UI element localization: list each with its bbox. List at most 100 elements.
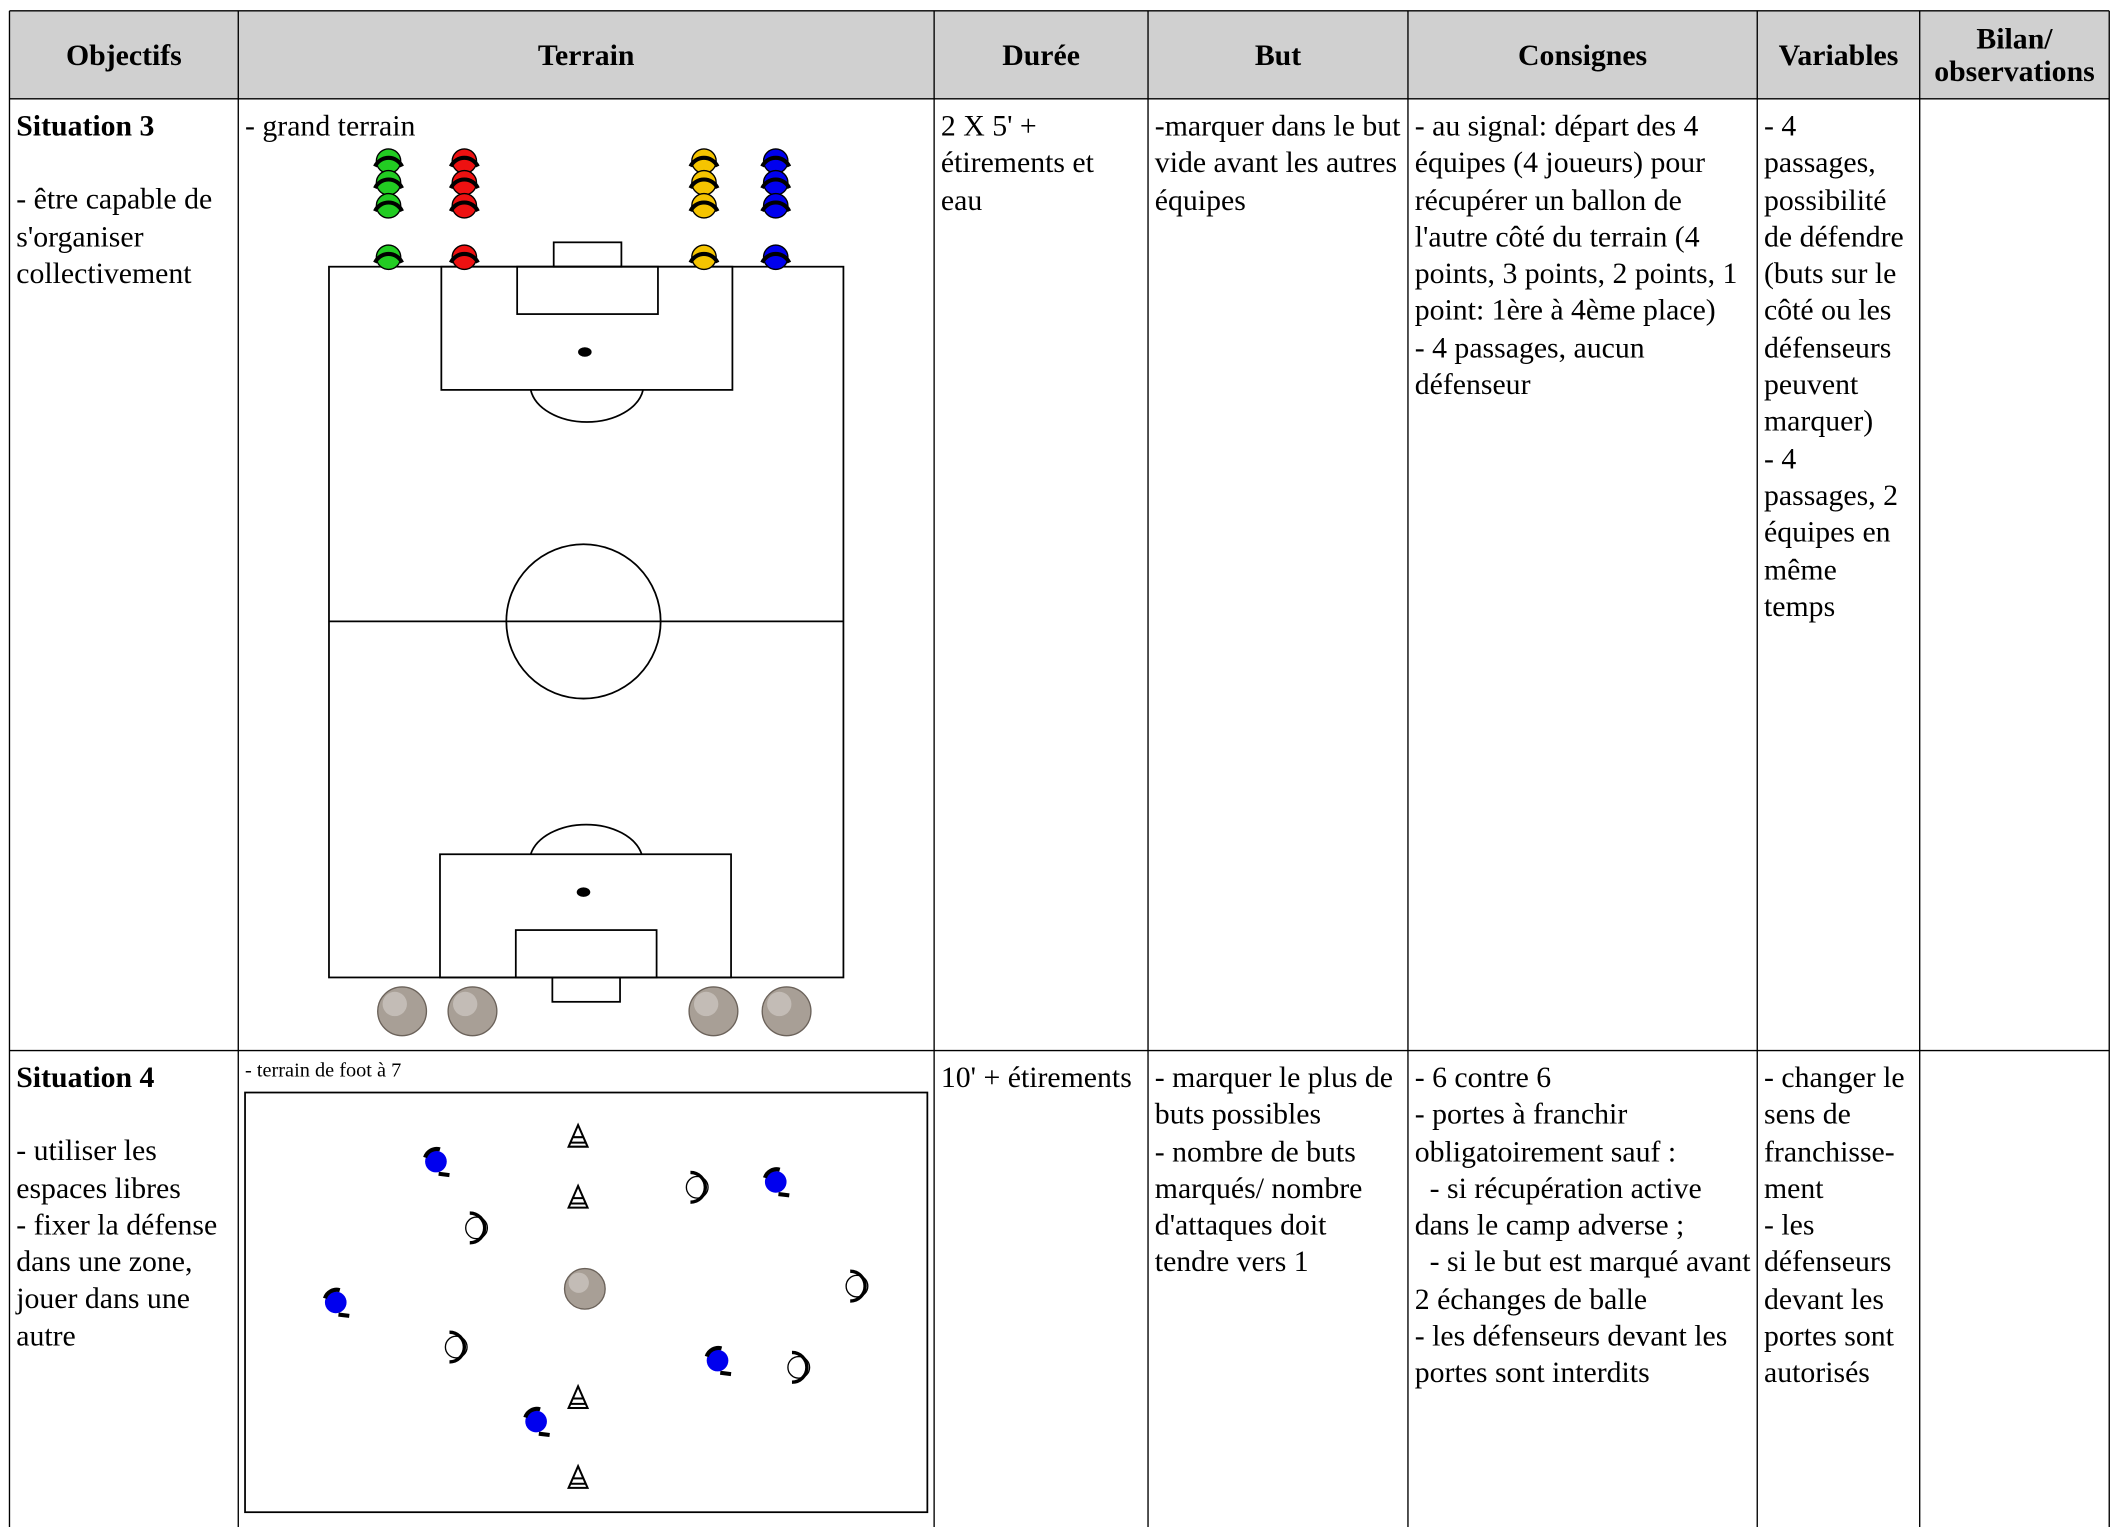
but-cell: -marquer dans le but vide avant les autr… — [1155, 107, 1403, 218]
defender-icon — [444, 1330, 468, 1364]
player-outline — [448, 200, 480, 213]
ball-icon — [563, 1267, 606, 1310]
defender-outline — [690, 1170, 707, 1204]
small-pitch — [244, 1091, 929, 1514]
ball-highlight — [693, 991, 719, 1017]
penalty-spot — [578, 347, 592, 357]
attacker-icon — [523, 1406, 550, 1438]
player-outline — [760, 177, 792, 190]
defender-icon — [685, 1170, 709, 1204]
consignes-line: - au signal: départ des 4 équipes (4 jou… — [1414, 108, 1745, 327]
situation-title: Situation 4 — [16, 1060, 155, 1094]
objective-line: - fixer la défense dans une zone, jouer … — [16, 1207, 225, 1353]
player-outline — [760, 155, 792, 168]
defender-icon — [787, 1350, 811, 1384]
player-outline — [448, 177, 480, 190]
variables-line: - changer le sens de franchisse-ment — [1764, 1060, 1913, 1205]
player-icon — [373, 244, 404, 271]
terrain-label: - terrain de foot à 7 — [245, 1060, 402, 1082]
defender-outline — [791, 1350, 809, 1384]
consignes-line: - 6 contre 6 — [1414, 1060, 1552, 1094]
player-icon — [373, 192, 404, 219]
objectives-cell: Situation 4 - utiliser les espaces libres… — [16, 1059, 233, 1354]
player-icon — [688, 192, 720, 219]
player-outline — [373, 177, 404, 190]
column-header: Terrain — [537, 37, 635, 72]
defender-outline — [850, 1269, 867, 1303]
player-icon — [373, 169, 404, 196]
consignes-cell: - au signal: départ des 4 équipes (4 jou… — [1415, 107, 1752, 403]
attacker-icon — [704, 1345, 732, 1377]
attacker-icon — [322, 1287, 350, 1318]
player-icon — [760, 169, 792, 196]
but-cell: - marquer le plus de buts possibles - nom… — [1155, 1059, 1403, 1281]
terrain-cell: - terrain de foot à 7 — [245, 1059, 929, 1083]
ball-icon — [688, 986, 739, 1037]
ball-icon — [377, 986, 428, 1037]
player-icon — [760, 192, 792, 219]
attacker-outline — [423, 1146, 450, 1178]
ball-icon — [761, 986, 812, 1037]
ball-icon — [447, 986, 498, 1037]
penalty-spot — [576, 887, 591, 897]
duree-cell: 10' + étirements — [941, 1059, 1143, 1096]
variables-line: - 4 passages, 2 équipes en même temps — [1764, 440, 1906, 623]
defender-outline — [469, 1211, 487, 1245]
column-header: Bilan/ observations — [1934, 20, 2095, 88]
column-header: Variables — [1778, 37, 1899, 72]
player-icon — [688, 169, 720, 196]
player-outline — [688, 252, 720, 264]
objectives-cell: Situation 3 - être capable de s'organiser… — [16, 107, 233, 291]
player-icon — [448, 192, 480, 219]
variables-line: - les défenseurs devant les portes sont … — [1764, 1207, 1902, 1390]
but-line: - marquer le plus de buts possibles — [1154, 1060, 1401, 1131]
but-line: -marquer dans le but vide avant les autr… — [1154, 108, 1408, 217]
objective-line: - utiliser les espaces libres — [16, 1133, 181, 1205]
player-icon — [373, 148, 404, 174]
consignes-line: - les défenseurs devant les portes sont … — [1414, 1318, 1735, 1390]
ball-highlight — [452, 991, 478, 1017]
attacker-outline — [704, 1345, 732, 1377]
player-outline — [688, 200, 720, 213]
player-outline — [760, 252, 792, 264]
attacker-body — [525, 1410, 547, 1433]
ball-highlight — [568, 1272, 589, 1293]
defender-icon — [845, 1269, 869, 1303]
player-icon — [448, 169, 480, 196]
terrain-cell: - grand terrain — [245, 107, 929, 144]
attacker-outline — [322, 1287, 350, 1318]
player-outline — [448, 252, 480, 264]
cone-icon — [567, 1463, 590, 1489]
player-icon — [760, 148, 792, 174]
ball-highlight — [767, 991, 792, 1017]
column-header: Consignes — [1518, 37, 1648, 72]
duree-line: 2 X 5' + étirements et eau — [940, 108, 1102, 217]
player-outline — [373, 252, 404, 264]
consignes-line: - 4 passages, aucun défenseur — [1414, 330, 1653, 401]
player-outline — [373, 200, 404, 213]
consignes-line: - si le but est marqué avant 2 échanges … — [1414, 1244, 1758, 1316]
player-outline — [688, 155, 720, 168]
duree-cell: 2 X 5' + étirements et eau — [941, 107, 1143, 218]
defender-icon — [465, 1211, 489, 1245]
attacker-outline — [523, 1406, 550, 1438]
player-icon — [688, 148, 720, 174]
column-header: Objectifs — [65, 37, 182, 72]
but-line: - nombre de buts marqués/ nombre d'attaq… — [1154, 1133, 1370, 1279]
player-outline — [688, 177, 720, 190]
attacker-outline — [762, 1167, 790, 1198]
player-outline — [760, 200, 792, 213]
column-header: But — [1254, 37, 1302, 72]
variables-line: - 4 passages, possibilité de défendre (b… — [1764, 108, 1912, 438]
terrain-label: - grand terrain — [245, 108, 416, 143]
objective-line: - être capable de s'organiser collective… — [16, 181, 220, 290]
attacker-body — [764, 1171, 787, 1193]
cone-icon — [567, 1183, 590, 1209]
cone-icon — [567, 1383, 590, 1409]
cone-icon — [567, 1122, 590, 1148]
player-icon — [688, 244, 720, 271]
player-icon — [448, 244, 480, 271]
consignes-line: - si récupération active dans le camp ad… — [1414, 1170, 1710, 1242]
ball-highlight — [382, 991, 407, 1017]
